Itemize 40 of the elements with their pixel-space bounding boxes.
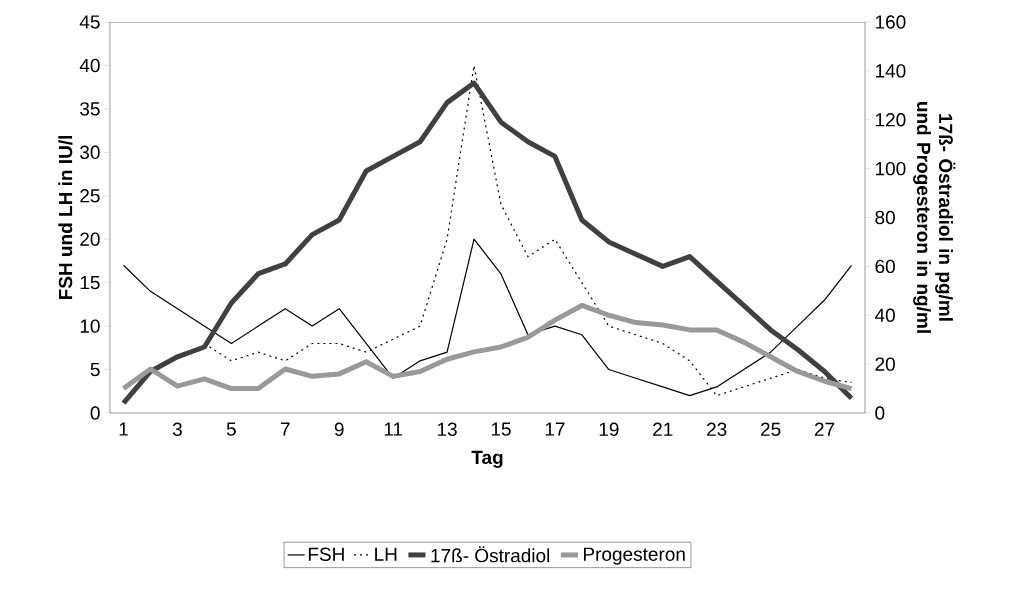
x-tick-label: 17 [545,422,565,436]
x-tick-label: 19 [599,422,619,436]
legend-label: 17ß- Östradiol [431,546,550,563]
x-tick-label: 7 [280,422,290,436]
y-tick-label: 40 [79,58,100,73]
y2-tick-label: 60 [875,259,895,274]
y2-tick-label: 160 [875,15,906,29]
x-tick-label: 15 [491,422,511,436]
y2-tick-label: 20 [875,357,895,371]
x-tick-label: 9 [334,422,344,436]
x-tick-label: 27 [814,422,835,436]
x-tick-label: 21 [653,422,673,436]
y2-tick-label: 140 [875,64,906,78]
x-tick-label: 25 [761,422,781,436]
y2-tick-label: 80 [875,210,895,225]
legend-label: Progesteron [583,547,685,565]
x-tick-label: 5 [226,422,236,436]
y-tick-label: 25 [80,189,100,203]
y2-tick-label: 0 [875,406,885,420]
y-axis-title: FSH und LH in IU/l [58,135,73,300]
y-tick-label: 30 [80,145,100,160]
y2-tick-label: 40 [874,308,895,322]
y2-tick-label: 100 [875,161,906,176]
y2-axis-title: 17ß- Östradiol in pg/ml und Progesteron in ng/ml [913,102,956,333]
x-tick-label: 11 [384,422,403,436]
y-tick-label: 5 [90,362,100,377]
y2-tick-label: 120 [875,113,906,127]
legend-label: LH [375,547,397,561]
y-tick-label: 10 [80,319,100,333]
y-tick-label: 35 [80,102,100,116]
y-tick-label: 0 [90,406,100,420]
x-tick-label: 3 [172,422,182,436]
legend-label: FSH [308,547,344,561]
x-tick-label: 23 [707,422,727,436]
x-axis-title: Tag [471,450,503,468]
y-tick-label: 45 [79,15,100,29]
x-tick-label: 13 [437,422,457,436]
x-tick-label: 1 [119,422,128,436]
y-tick-label: 15 [80,276,100,290]
y-tick-label: 20 [80,232,100,246]
